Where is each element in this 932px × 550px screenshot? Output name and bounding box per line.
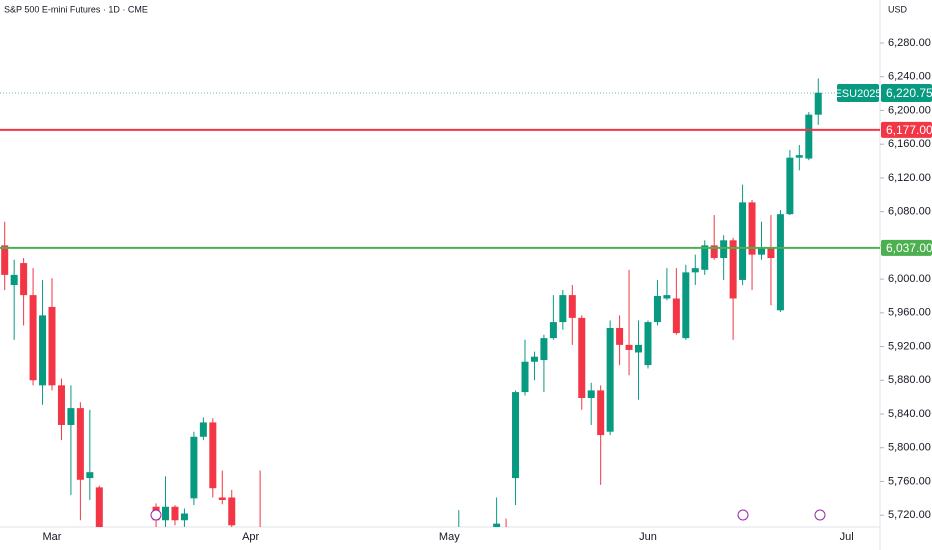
candle-body	[76, 408, 84, 480]
price-axis: 5,720.00 5,760.00 5,800.00 5,840.00 5,880.00…	[880, 37, 931, 521]
x-tick-label: May	[439, 531, 460, 543]
chart-title: S&P 500 E-mini Futures · 1D · CME	[4, 4, 148, 14]
price-tag-label: 6,037.00	[886, 241, 932, 255]
y-tick-label: 5,840.00	[888, 408, 931, 420]
candle-body	[739, 202, 747, 280]
symbol-tag-label: ESU2025	[834, 88, 881, 100]
candle-body	[57, 385, 65, 425]
candle-body	[710, 245, 718, 259]
candle-body	[758, 247, 765, 255]
event-icon	[150, 509, 162, 521]
x-tick-label: Jun	[639, 531, 657, 543]
candle-body	[701, 245, 709, 270]
candle-body	[1, 245, 9, 275]
x-tick-label: Apr	[242, 531, 259, 543]
candle-body	[786, 157, 794, 215]
last-price-tag	[881, 83, 932, 102]
candle-body	[814, 92, 822, 115]
candle-body	[720, 240, 728, 259]
candle-body	[549, 322, 557, 339]
candle-body	[39, 315, 47, 386]
candle-body	[559, 295, 567, 323]
candle-body	[493, 523, 501, 527]
y-tick-label: 5,760.00	[888, 475, 931, 487]
candle-body	[776, 214, 784, 311]
event-icon	[814, 509, 826, 521]
candle-body	[729, 240, 737, 299]
candle-body	[48, 306, 56, 386]
candle-body	[616, 328, 624, 345]
y-tick-label: 6,160.00	[888, 138, 931, 150]
candle-body	[767, 247, 775, 259]
candle-body	[597, 390, 605, 436]
candle-body	[180, 513, 188, 521]
y-tick-label: 5,880.00	[888, 374, 931, 386]
candle-body	[568, 295, 576, 318]
candle-body	[190, 436, 198, 499]
y-tick-label: 6,120.00	[888, 172, 931, 184]
y-tick-label: 6,200.00	[888, 104, 931, 116]
event-icon	[737, 509, 749, 521]
price-tag-label: 6,177.00	[886, 123, 932, 137]
candle-body	[795, 155, 803, 158]
candle-body	[653, 295, 661, 323]
candle-body	[162, 506, 170, 521]
x-tick-label: Jul	[840, 531, 854, 543]
candle-body	[530, 356, 538, 362]
candle-body	[672, 298, 680, 334]
candle-body	[29, 295, 37, 381]
y-tick-label: 5,920.00	[888, 340, 931, 352]
candle-body	[606, 328, 614, 432]
candle-body	[748, 202, 756, 255]
symbol-tag	[837, 83, 879, 102]
candle-body	[805, 114, 813, 159]
candle-body	[578, 317, 586, 398]
candle-body	[10, 274, 18, 286]
y-tick-label: 6,280.00	[888, 37, 931, 49]
candle-body	[644, 322, 652, 366]
event-icons	[150, 509, 826, 521]
candle-body	[95, 487, 103, 527]
candle-body	[521, 361, 529, 393]
candle-body	[682, 272, 690, 339]
candle-body	[663, 295, 671, 299]
candle-body	[86, 472, 94, 479]
price-tag	[881, 239, 932, 256]
candle-body	[218, 497, 226, 501]
y-tick-label: 5,960.00	[888, 307, 931, 319]
x-tick-label: Mar	[43, 531, 62, 543]
candle-body	[228, 497, 236, 526]
candle-body	[503, 532, 510, 540]
price-tag	[881, 121, 932, 138]
y-tick-label: 5,800.00	[888, 442, 931, 454]
candle-body	[512, 392, 520, 479]
candle-body	[20, 263, 28, 296]
candle-body	[691, 268, 699, 273]
candle-body	[171, 506, 179, 521]
candle-body	[540, 338, 548, 361]
y-tick-label: 5,720.00	[888, 509, 931, 521]
candle-body	[199, 422, 207, 437]
plot	[1, 78, 822, 540]
candle-body	[67, 408, 75, 425]
candle-body	[587, 390, 595, 398]
y-tick-label: 6,080.00	[888, 206, 931, 218]
candle-body	[625, 344, 633, 350]
candle-body	[635, 344, 643, 353]
y-tick-label: 6,240.00	[888, 71, 931, 83]
currency: USD	[888, 4, 908, 14]
last-price-label: 6,220.75	[886, 86, 932, 100]
y-tick-label: 6,000.00	[888, 273, 931, 285]
candle-body	[209, 422, 217, 489]
